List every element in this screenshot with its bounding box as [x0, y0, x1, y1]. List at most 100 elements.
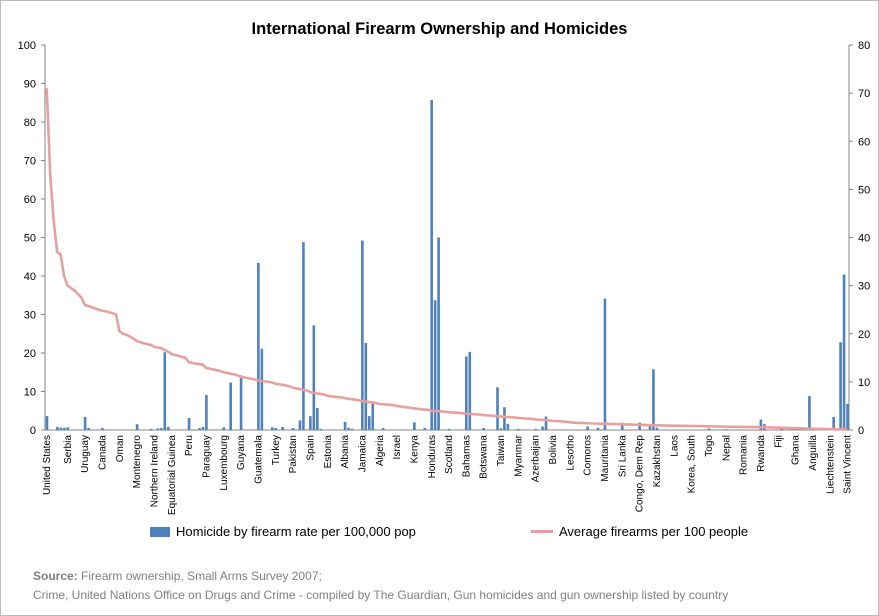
category-label: Scotland	[444, 435, 455, 474]
category-label: Liechtenstein	[825, 435, 836, 494]
homicide-bar	[603, 298, 607, 430]
category-label: Spain	[305, 435, 316, 461]
homicide-bar	[759, 419, 763, 430]
homicide-bar	[780, 428, 783, 430]
homicide-bar	[413, 422, 416, 430]
homicide-bar	[56, 426, 59, 430]
homicide-bar	[198, 428, 201, 430]
right-tick-label: 60	[858, 136, 870, 148]
right-tick-label: 20	[858, 329, 870, 341]
homicide-bar	[503, 407, 506, 430]
left-tick-label: 30	[24, 310, 36, 322]
homicide-bar	[201, 426, 205, 430]
homicide-bar	[433, 300, 437, 430]
source-line-1: Firearm ownership, Small Arms Survey 200…	[81, 569, 322, 583]
homicide-bar	[596, 427, 600, 430]
left-tick-label: 60	[24, 194, 36, 206]
homicide-bar	[652, 369, 655, 430]
left-tick-label: 20	[24, 348, 36, 360]
homicide-bar	[319, 428, 323, 430]
category-label: Romania	[739, 435, 750, 475]
homicide-bar	[312, 325, 316, 430]
category-label: Uruguay	[80, 435, 91, 473]
chart-title: International Firearm Ownership and Homi…	[251, 20, 628, 38]
legend-item-homicide: Homicide by firearm rate per 100,000 pop	[150, 524, 416, 539]
category-label: Jamaica	[357, 435, 368, 473]
category-label: Laos	[669, 435, 680, 457]
homicide-bar	[468, 351, 472, 430]
homicide-bar	[430, 100, 433, 431]
left-tick-label: 0	[30, 425, 36, 437]
homicide-bar	[343, 421, 347, 430]
homicide-bar	[506, 423, 510, 430]
homicide-bar	[135, 424, 139, 430]
homicide-bar	[87, 428, 90, 430]
homicide-bar	[638, 422, 641, 430]
category-label: Equatorial Guinea	[167, 435, 178, 515]
homicide-bar	[846, 403, 849, 430]
category-label: Lesotho	[565, 435, 576, 471]
category-label: Paraguay	[201, 435, 212, 478]
category-label: Togo	[704, 435, 715, 457]
homicide-bar	[45, 416, 49, 430]
homicide-bar	[808, 396, 811, 430]
homicide-bar	[156, 428, 160, 430]
homicide-bar	[437, 237, 440, 430]
homicide-bar	[482, 428, 485, 430]
category-label: Canada	[98, 435, 109, 470]
right-tick-label: 0	[858, 425, 864, 437]
legend-swatch-homicide	[150, 526, 170, 537]
category-label: Israel	[392, 435, 403, 459]
homicide-bar	[350, 428, 354, 430]
homicide-bar	[499, 428, 503, 430]
homicide-bar	[239, 375, 243, 430]
homicide-bar	[347, 427, 350, 430]
left-tick-label: 80	[24, 117, 36, 129]
left-tick-label: 10	[24, 387, 36, 399]
right-tick-label: 30	[858, 281, 870, 293]
category-label: Fiji	[773, 435, 784, 448]
category-label: Congo, Dem Rep	[635, 435, 646, 513]
homicide-bar	[839, 342, 842, 430]
homicide-bar	[302, 242, 305, 430]
right-tick-label: 80	[858, 40, 870, 52]
category-label: Bahamas	[461, 435, 472, 477]
category-label: Mauritania	[600, 435, 611, 482]
homicide-bar	[291, 428, 295, 430]
homicide-bar	[842, 274, 846, 430]
category-label: Estonia	[323, 435, 334, 469]
homicide-bar	[101, 428, 104, 430]
legend-label-homicide: Homicide by firearm rate per 100,000 pop	[176, 524, 416, 539]
firearms-line	[45, 88, 848, 431]
homicide-bar	[361, 240, 364, 430]
homicide-bar	[187, 418, 191, 430]
homicide-bar	[423, 428, 427, 430]
source-note: Source: Firearm ownership, Small Arms Su…	[33, 567, 728, 605]
homicide-bar	[496, 387, 499, 430]
homicide-bar	[316, 408, 319, 430]
left-tick-label: 90	[24, 79, 36, 91]
category-label: Montenegro	[132, 435, 143, 489]
homicide-bar	[298, 420, 302, 430]
homicide-bar	[281, 426, 284, 430]
homicide-bar	[309, 416, 312, 430]
homicide-bar	[149, 428, 153, 430]
category-label: Peru	[184, 435, 195, 456]
category-label: Guatemala	[253, 435, 264, 484]
homicide-bar	[724, 429, 728, 430]
left-tick-label: 100	[18, 40, 36, 52]
legend-label-firearms: Average firearms per 100 people	[559, 524, 749, 539]
category-label: United States	[42, 435, 53, 495]
homicide-bar	[160, 428, 163, 430]
homicide-bar	[166, 426, 170, 430]
homicide-bar	[63, 427, 66, 430]
category-label: Taiwan	[496, 435, 507, 466]
homicide-bar	[59, 427, 63, 430]
legend-item-firearms: Average firearms per 100 people	[531, 524, 748, 539]
category-label: Honduras	[427, 435, 438, 478]
category-label: Botswana	[479, 435, 490, 479]
category-label: Bolivia	[548, 435, 559, 465]
category-label: Kazakhstan	[652, 435, 663, 487]
left-tick-label: 70	[24, 156, 36, 168]
